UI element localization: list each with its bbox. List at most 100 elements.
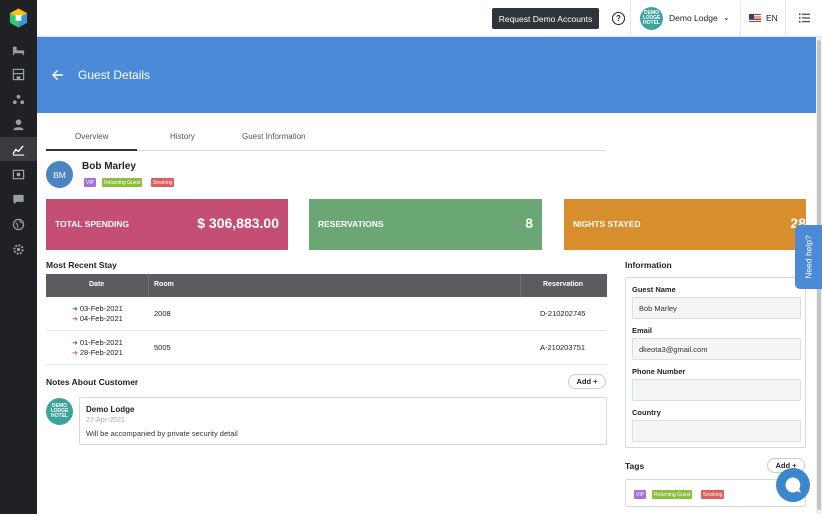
badge-vip: VIP (84, 178, 97, 187)
chat-bubble-icon (785, 477, 801, 493)
column-header-reservation: Reservation (543, 281, 584, 288)
page-title: Guest Details (78, 68, 151, 82)
need-help-label: Need help? (803, 235, 814, 279)
note-card[interactable]: Demo Lodge 27-Apr-2021 Will be accompani… (79, 397, 607, 445)
divider (148, 274, 149, 297)
note-text: Will be accompanied by private security … (86, 429, 238, 438)
building-icon (12, 68, 25, 80)
tabs: Overview History Guest Information (46, 113, 606, 151)
table-header: Date Room Reservation (46, 274, 607, 297)
checkin-date: 01-Feb-2021 (79, 338, 123, 347)
add-note-button[interactable]: Add + (568, 374, 606, 389)
sidebar (0, 0, 37, 514)
stat-total-spending: TOTAL SPENDING $ 306,883.00 (46, 199, 288, 250)
stat-reservations: RESERVATIONS 8 (309, 199, 542, 250)
guest-name: Bob Marley (82, 161, 136, 172)
menu-list-icon[interactable] (799, 13, 810, 23)
tab-overview[interactable]: Overview (75, 132, 109, 141)
phone-label: Phone Number (632, 367, 686, 376)
column-header-room: Room (154, 281, 174, 288)
checkin-icon: ➜ (72, 305, 78, 313)
dashboard-icon (12, 169, 25, 179)
badge-returning-guest: Returning Guest (102, 178, 143, 187)
language-selector[interactable]: EN (766, 13, 778, 23)
settings-icon (13, 243, 24, 255)
country-field[interactable] (632, 420, 801, 442)
note-author-avatar: DEMO LODGE HOTEL (46, 398, 73, 425)
information-panel: Guest Name Bob Marley Email dkeota3@gmai… (625, 277, 806, 448)
checkout-date: 04-Feb-2021 (79, 314, 123, 323)
information-title: Information (625, 260, 672, 270)
most-recent-stay-title: Most Recent Stay (46, 260, 117, 270)
guest-name-field[interactable]: Bob Marley (632, 297, 801, 319)
main-content: Overview History Guest Information BM Bo… (37, 113, 816, 514)
sidebar-item-bed[interactable] (0, 37, 37, 61)
help-icon[interactable]: ? (612, 12, 625, 25)
checkin-date: 03-Feb-2021 (79, 304, 123, 313)
chevron-down-icon[interactable]: ⌄ (723, 13, 730, 22)
checkin-icon: ➜ (72, 339, 78, 347)
note-date: 27-Apr-2021 (86, 417, 125, 424)
person-icon (13, 118, 24, 130)
table-row[interactable]: ➜ 03-Feb-2021 ➜ 04-Feb-2021 2008 D-2102027… (46, 297, 607, 331)
country-label: Country (632, 408, 661, 417)
tab-history[interactable]: History (170, 132, 195, 141)
back-arrow-icon[interactable] (52, 69, 64, 81)
sidebar-item-settings[interactable] (0, 237, 37, 261)
guest-name-label: Guest Name (632, 285, 676, 294)
sidebar-item-chat[interactable] (0, 187, 37, 211)
chat-widget-button[interactable] (776, 468, 810, 502)
divider (520, 274, 521, 297)
sidebar-item-analytics[interactable] (0, 137, 37, 161)
column-header-date: Date (89, 281, 105, 288)
reservation-id[interactable]: A-210203751 (540, 343, 586, 352)
stat-label: NIGHTS STAYED (573, 219, 641, 229)
sidebar-item-building[interactable] (0, 62, 37, 86)
globe-icon (12, 218, 25, 230)
note-author: Demo Lodge (86, 405, 135, 414)
divider (630, 0, 631, 37)
room-number: 5005 (154, 343, 171, 352)
table-row[interactable]: ➜ 01-Feb-2021 ➜ 28-Feb-2021 5005 A-2102037… (46, 331, 607, 365)
need-help-tab[interactable]: Need help? (795, 225, 822, 289)
email-field[interactable]: dkeota3@gmail.com (632, 338, 801, 360)
stat-value: 8 (525, 215, 533, 231)
stat-value: $ 306,883.00 (197, 215, 279, 231)
stat-label: RESERVATIONS (318, 219, 384, 229)
tag-vip: VIP (634, 490, 647, 499)
sidebar-item-dashboard[interactable] (0, 162, 37, 186)
tab-guest-information[interactable]: Guest Information (242, 132, 306, 141)
sidebar-item-globe[interactable] (0, 212, 37, 236)
reservation-id[interactable]: D-210202745 (540, 309, 586, 318)
stat-label: TOTAL SPENDING (55, 219, 130, 229)
bed-icon (12, 46, 25, 55)
analytics-icon (12, 144, 25, 156)
us-flag-icon[interactable] (749, 14, 761, 22)
badge-smoking: Smoking (151, 178, 175, 187)
stat-nights-stayed: NIGHTS STAYED 28 (564, 199, 806, 250)
divider (785, 0, 786, 37)
topbar: Request Demo Accounts ? DEMO LODGE HOTEL… (37, 0, 822, 37)
phone-field[interactable] (632, 379, 801, 401)
app-logo-icon[interactable] (9, 8, 28, 28)
checkout-date: 28-Feb-2021 (79, 348, 123, 357)
chat-icon (13, 194, 24, 204)
users-group-icon (12, 94, 25, 104)
email-label: Email (632, 326, 653, 335)
room-number: 2008 (154, 309, 171, 318)
divider (740, 0, 741, 37)
guest-avatar: BM (46, 161, 73, 188)
sidebar-item-groups[interactable] (0, 87, 37, 111)
tag-returning-guest: Returning Guest (652, 490, 693, 499)
active-tab-indicator (46, 149, 137, 151)
tags-title: Tags (625, 461, 645, 471)
checkout-icon: ➜ (72, 349, 78, 357)
property-logo[interactable]: DEMO LODGE HOTEL (640, 7, 663, 30)
sidebar-item-guests[interactable] (0, 112, 37, 136)
property-name[interactable]: Demo Lodge (669, 13, 718, 23)
page-header-banner: Guest Details (37, 37, 822, 113)
request-demo-button[interactable]: Request Demo Accounts (492, 8, 599, 29)
notes-title: Notes About Customer (46, 377, 139, 387)
tag-smoking: Smoking (701, 490, 725, 499)
checkout-icon: ➜ (72, 315, 78, 323)
